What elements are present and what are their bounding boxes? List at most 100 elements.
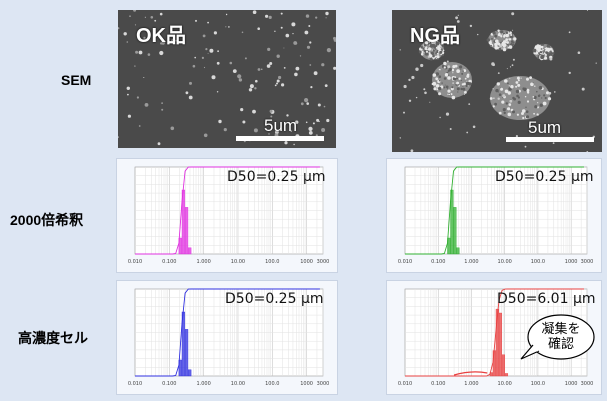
particle [511, 64, 514, 67]
particle [415, 96, 418, 99]
particle [507, 107, 511, 111]
particle [491, 38, 493, 40]
tick-label: 10.00 [498, 259, 512, 265]
particle [503, 35, 506, 38]
particle [532, 82, 534, 84]
particle [333, 36, 336, 40]
particle [448, 67, 452, 72]
tick-label: 0.100 [162, 259, 176, 265]
particle [508, 85, 510, 87]
particle [498, 47, 502, 51]
callout-bubble [520, 314, 595, 360]
particle [427, 48, 429, 51]
particle [126, 86, 130, 91]
particle [529, 76, 532, 79]
particle [537, 56, 540, 60]
particle [304, 30, 309, 35]
particle [552, 142, 555, 145]
tick-label: 1.000 [196, 381, 210, 387]
particle [524, 96, 527, 98]
particle [447, 88, 449, 90]
particle [435, 72, 440, 76]
particle [438, 80, 441, 82]
particle [422, 47, 425, 50]
particle [435, 48, 436, 50]
tick-label: 0.010 [398, 381, 412, 387]
particle [209, 48, 214, 53]
particle [438, 92, 442, 96]
particle [228, 26, 230, 28]
tick-label: 0.010 [128, 259, 142, 265]
particle [324, 84, 328, 87]
callout-line-1: 凝集を [541, 322, 581, 337]
particle [425, 41, 429, 45]
tick-label: 3000 [317, 259, 330, 265]
particle [118, 27, 120, 30]
particle [537, 114, 539, 116]
cumulative-curve [135, 166, 320, 255]
particle [431, 82, 434, 86]
particle [432, 53, 435, 55]
minor-peak [453, 371, 488, 376]
particle [529, 126, 531, 129]
sem-ng-scale-label: 5um [528, 118, 562, 137]
particle [229, 61, 233, 65]
tick-label: 0.100 [431, 381, 445, 387]
particle [308, 131, 313, 135]
particle [306, 102, 309, 105]
particle [526, 77, 529, 81]
particle [435, 84, 440, 88]
particle [595, 62, 597, 64]
particle [136, 96, 139, 99]
particle [411, 75, 415, 80]
tick-label: 100.0 [531, 259, 545, 265]
particle [538, 85, 543, 90]
row-label-dilution: 2000倍希釈 [10, 212, 84, 228]
particle [207, 21, 209, 24]
particle [436, 58, 437, 59]
particle [290, 130, 292, 132]
particle [492, 31, 496, 35]
histogram-bar [456, 247, 460, 255]
particle [439, 116, 441, 119]
particle [267, 47, 271, 52]
tick-label: 10.00 [231, 259, 245, 265]
particle [515, 135, 518, 138]
particle [154, 19, 157, 22]
particle [403, 84, 407, 89]
particle [268, 133, 270, 135]
particle [526, 100, 530, 103]
particle [408, 99, 412, 103]
particle [462, 87, 466, 91]
particle [257, 68, 261, 71]
particle [456, 20, 460, 23]
histogram-bar [504, 373, 509, 377]
particle [276, 82, 278, 85]
particle [456, 69, 460, 73]
particle [446, 60, 449, 63]
particle [522, 116, 525, 120]
particle [144, 103, 149, 107]
particle [516, 76, 520, 80]
particle [326, 48, 331, 53]
particle [500, 35, 503, 38]
particle [265, 14, 269, 18]
particle [274, 30, 276, 32]
particle [253, 128, 258, 133]
tick-label: 10.00 [231, 381, 245, 387]
histogram-bar [447, 237, 451, 255]
particle [501, 30, 503, 33]
particle [441, 44, 444, 47]
histogram-bar [188, 369, 192, 377]
particle [429, 101, 431, 103]
particle [458, 77, 461, 80]
particle [536, 54, 538, 55]
particle [511, 40, 514, 43]
particle [501, 40, 503, 42]
tick-label: 1.000 [464, 259, 478, 265]
particle [281, 83, 285, 87]
particle [503, 111, 506, 115]
particle [468, 82, 472, 86]
particle [269, 109, 273, 113]
particle [532, 96, 535, 98]
